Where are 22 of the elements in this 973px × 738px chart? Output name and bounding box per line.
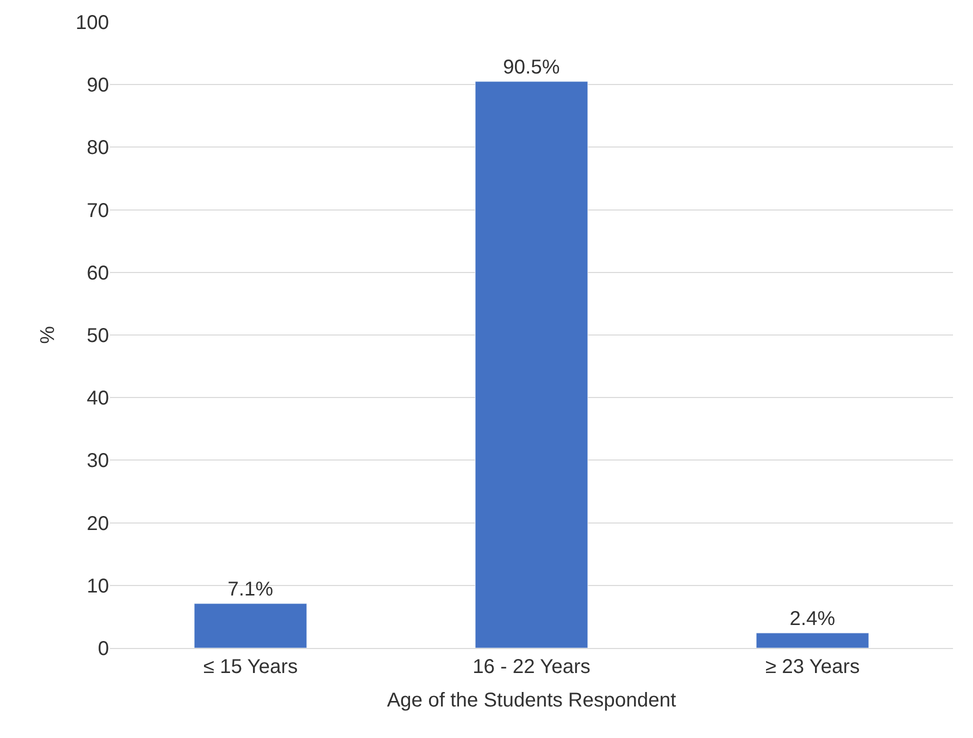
data-label: 2.4% xyxy=(790,608,836,630)
x-axis-title: Age of the Students Respondent xyxy=(386,690,676,712)
y-axis-title: % xyxy=(37,326,60,344)
x-tick-label: ≤ 15 Years xyxy=(203,656,298,678)
bar xyxy=(475,81,588,648)
y-tick-label: 80 xyxy=(86,137,109,160)
y-tick-label: 70 xyxy=(86,200,109,222)
y-tick-label: 10 xyxy=(86,575,109,598)
y-tick-label: 90 xyxy=(86,74,109,97)
y-tick-label: 60 xyxy=(86,262,109,284)
y-tick-label: 50 xyxy=(86,325,109,347)
x-tick-label: ≥ 23 Years xyxy=(765,656,860,678)
data-label: 7.1% xyxy=(228,578,274,601)
y-tick-label: 0 xyxy=(98,638,109,660)
y-tick-label: 20 xyxy=(86,512,109,535)
bar xyxy=(756,632,869,648)
bar xyxy=(194,603,307,648)
y-tick-label: 100 xyxy=(76,12,109,34)
y-tick-label: 30 xyxy=(86,450,109,472)
data-label: 90.5% xyxy=(503,56,560,78)
y-tick-label: 40 xyxy=(86,388,109,410)
x-tick-label: 16 - 22 Years xyxy=(472,656,590,678)
